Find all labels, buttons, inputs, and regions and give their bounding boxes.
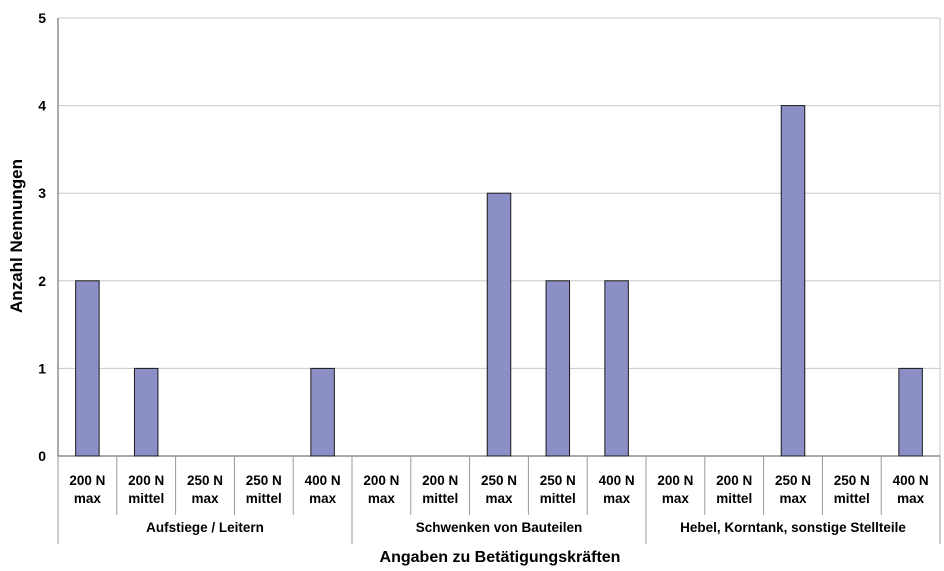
x-tick-label: 200 N: [363, 473, 399, 488]
bars: [75, 105, 923, 457]
group-label: Hebel, Korntank, sonstige Stellteile: [680, 520, 906, 535]
x-tick-label: 200 N: [716, 473, 752, 488]
bar: [898, 367, 923, 457]
bar: [604, 280, 629, 457]
x-tick-label: 200 N: [69, 473, 105, 488]
x-tick-label: max: [779, 491, 807, 506]
x-tick-label: mittel: [540, 491, 576, 506]
x-tick-label: max: [191, 491, 219, 506]
bar: [75, 280, 100, 457]
x-tick-label: 200 N: [657, 473, 693, 488]
y-axis-label: Anzahl Nennungen: [7, 159, 26, 313]
y-tick-label: 0: [38, 448, 46, 464]
x-tick-label: 200 N: [128, 473, 164, 488]
x-tick-label: max: [74, 491, 102, 506]
x-tick-label: max: [309, 491, 337, 506]
x-tick-label: max: [662, 491, 690, 506]
x-tick-label: 250 N: [540, 473, 576, 488]
y-tick-label: 3: [38, 185, 46, 201]
x-tick-label: max: [603, 491, 631, 506]
group-label: Aufstiege / Leitern: [146, 520, 264, 535]
bar: [545, 280, 571, 457]
x-tick-label: mittel: [128, 491, 164, 506]
x-tick-label: 400 N: [305, 473, 341, 488]
x-tick-label: 200 N: [422, 473, 458, 488]
bar: [780, 105, 806, 457]
x-tick-label: 250 N: [775, 473, 811, 488]
group-label: Schwenken von Bauteilen: [416, 520, 583, 535]
bar: [310, 367, 335, 457]
x-tick-label: mittel: [716, 491, 752, 506]
y-tick-label: 4: [38, 98, 46, 114]
x-tick-label: mittel: [834, 491, 870, 506]
y-tick-label: 5: [38, 10, 46, 26]
x-tick-label: 250 N: [246, 473, 282, 488]
x-tick-label: max: [897, 491, 925, 506]
x-tick-label: 250 N: [481, 473, 517, 488]
x-tick-label: mittel: [422, 491, 458, 506]
x-tick-label: 400 N: [893, 473, 929, 488]
x-tick-label: 250 N: [187, 473, 223, 488]
x-tick-label: max: [485, 491, 513, 506]
y-tick-label: 2: [38, 273, 46, 289]
x-tick-label: 400 N: [599, 473, 635, 488]
tick-labels: 0 1 2 3 4 5 200 N max 200 N mittel 250 N max 250 N mi…: [38, 10, 928, 535]
x-tick-label: max: [368, 491, 396, 506]
bar: [133, 367, 159, 457]
x-tick-label: mittel: [246, 491, 282, 506]
y-tick-label: 1: [38, 360, 46, 376]
x-axis-label: Angaben zu Betätigungskräften: [380, 549, 621, 566]
bar: [486, 192, 512, 457]
x-tick-label: 250 N: [834, 473, 870, 488]
